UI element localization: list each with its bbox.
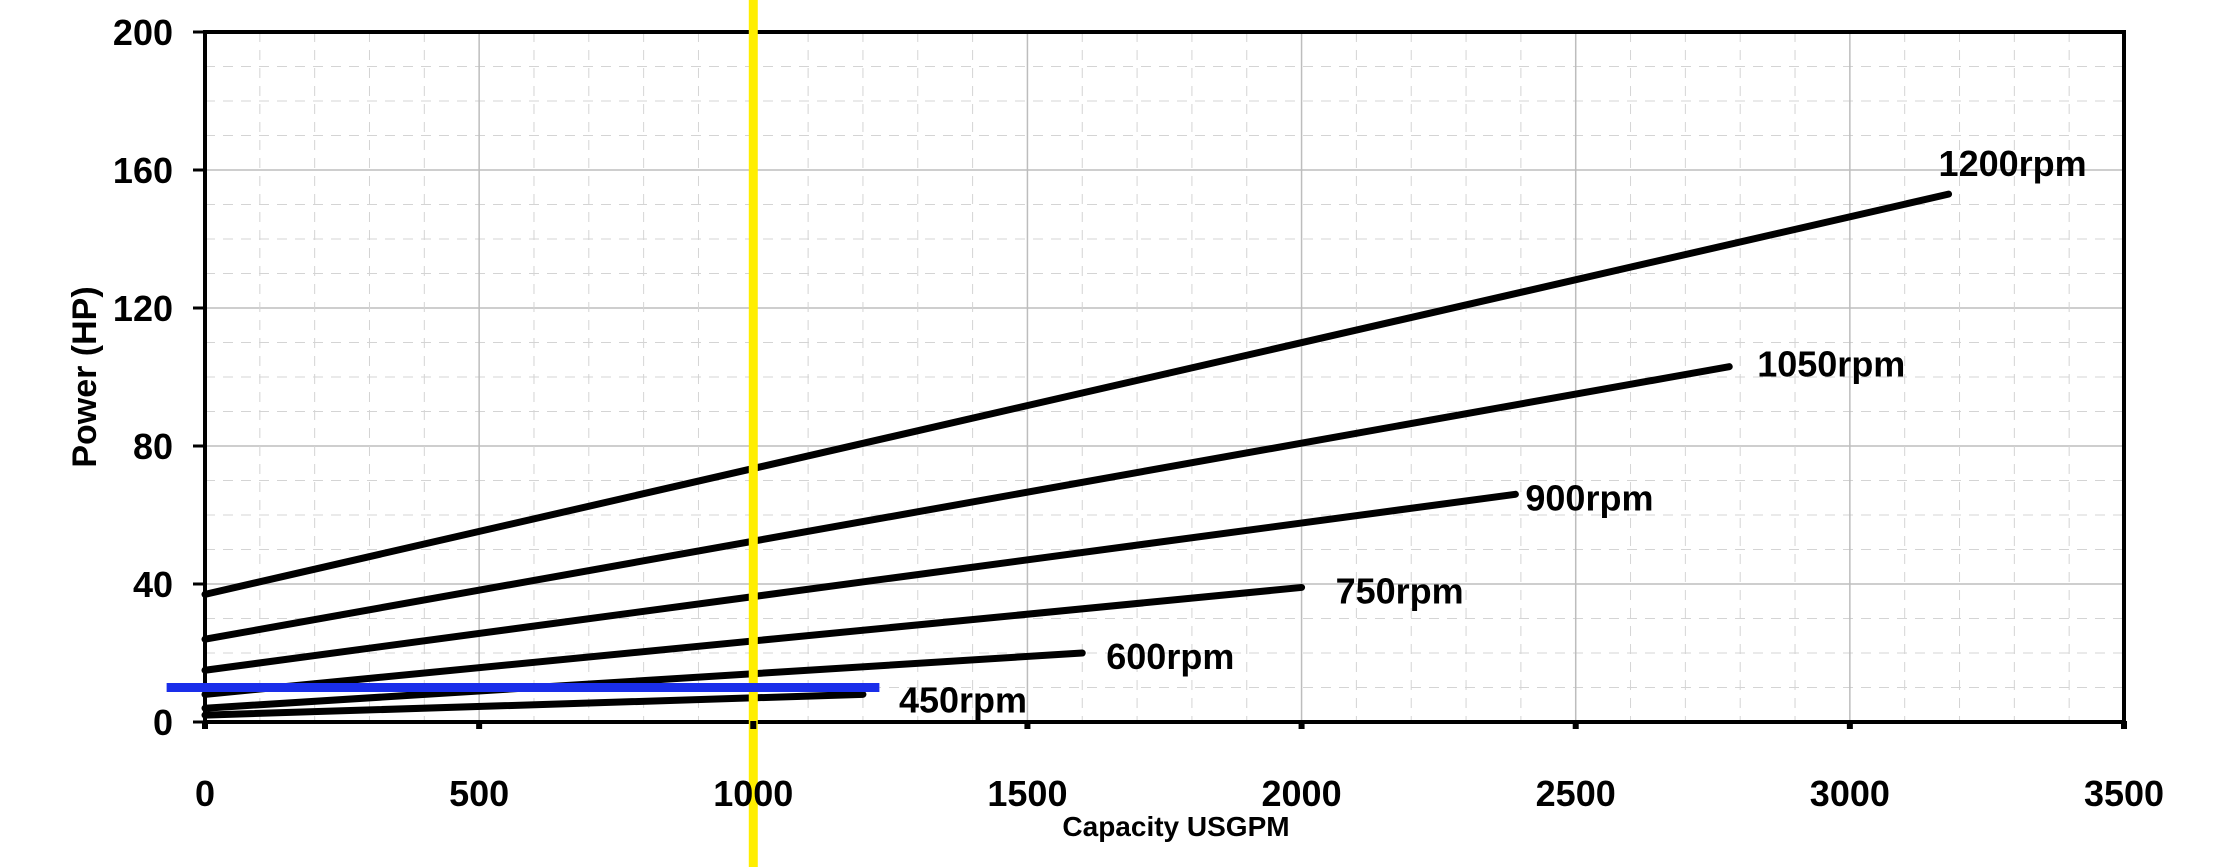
series-line-1200rpm — [201, 190, 1953, 598]
x-tick-mark — [1024, 721, 1031, 729]
x-tick-label: 3000 — [1810, 773, 1890, 814]
y-axis-title: Power (HP) — [66, 286, 104, 467]
x-tick-label: 500 — [449, 773, 509, 814]
series-label-1050rpm: 1050rpm — [1757, 344, 1905, 385]
x-tick-mark — [1846, 721, 1853, 729]
x-tick-mark — [1572, 721, 1579, 729]
series-label-900rpm: 900rpm — [1525, 477, 1653, 518]
series-line-900rpm — [201, 490, 1519, 674]
x-axis-title: Capacity USGPM — [1062, 811, 1289, 842]
x-tick-mark — [1298, 721, 1305, 729]
y-axis-ticks: 0 40 80 120 160 200 — [113, 12, 205, 743]
x-tick-label: 0 — [195, 773, 215, 814]
series-line-1050rpm — [201, 363, 1733, 643]
x-tick-label: 2000 — [1262, 773, 1342, 814]
y-tick-label: 40 — [133, 564, 173, 605]
x-tick-label: 1500 — [987, 773, 1067, 814]
series-label-750rpm: 750rpm — [1336, 570, 1464, 611]
x-tick-label: 2500 — [1536, 773, 1616, 814]
x-tick-label: 1000 — [713, 773, 793, 814]
y-tick-label: 120 — [113, 288, 173, 329]
y-tick-label: 200 — [113, 12, 173, 53]
series-line-600rpm — [201, 649, 1086, 712]
x-axis-ticks: 0 500 1000 1500 2000 2500 3000 3500 — [195, 721, 2164, 814]
x-tick-mark — [2121, 721, 2127, 729]
y-tick-label: 160 — [113, 150, 173, 191]
x-tick-mark — [202, 721, 208, 729]
y-tick-label: 80 — [133, 426, 173, 467]
series-label-600rpm: 600rpm — [1106, 636, 1234, 677]
series-labels: 1200rpm 1050rpm 900rpm 750rpm 600rpm 450rpm — [899, 143, 2087, 720]
series-label-450rpm: 450rpm — [899, 679, 1027, 720]
x-tick-label: 3500 — [2084, 773, 2164, 814]
x-tick-mark — [750, 721, 757, 729]
y-tick-label: 0 — [153, 702, 173, 743]
x-tick-mark — [476, 721, 483, 729]
plot-frame — [203, 30, 2126, 724]
series-label-1200rpm: 1200rpm — [1939, 143, 2087, 184]
